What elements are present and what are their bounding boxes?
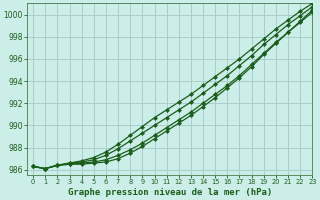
X-axis label: Graphe pression niveau de la mer (hPa): Graphe pression niveau de la mer (hPa) <box>68 188 272 197</box>
